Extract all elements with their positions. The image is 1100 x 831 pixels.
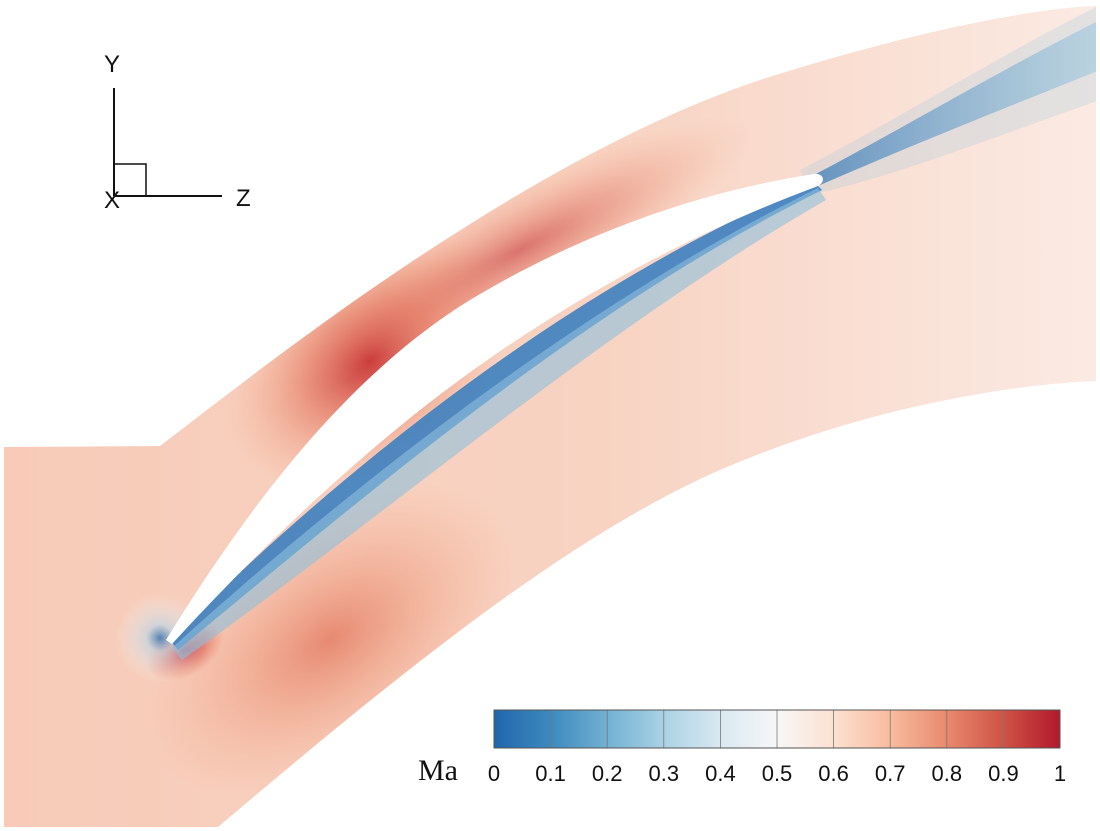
x-axis-label: X xyxy=(104,187,120,214)
colorbar-tick-label: 0 xyxy=(488,761,500,786)
colorbar-tick-label: 0.9 xyxy=(988,761,1019,786)
colorbar-tick-label: 0.1 xyxy=(535,761,566,786)
colorbar-tick-label: 0.3 xyxy=(649,761,680,786)
colorbar-tick-label: 0.7 xyxy=(875,761,906,786)
colorbar-variable-label: Ma xyxy=(418,754,458,787)
colorbar-tick-label: 1 xyxy=(1054,761,1066,786)
axis-triad: Y Z X xyxy=(104,51,251,214)
colorbar-tick-label: 0.8 xyxy=(932,761,963,786)
colorbar-cell xyxy=(833,710,891,748)
colorbar-cell xyxy=(946,710,1004,748)
colorbar-tick-label: 0.6 xyxy=(818,761,849,786)
wake-outer xyxy=(800,6,1096,195)
suction-side-band xyxy=(288,116,752,384)
colorbar-cell xyxy=(663,710,721,748)
colorbar-tick-label: 0.5 xyxy=(762,761,793,786)
colorbar-cell xyxy=(607,710,665,748)
colorbar-cell xyxy=(494,710,552,748)
colorbar-tick-label: 0.2 xyxy=(592,761,623,786)
colorbar-cell xyxy=(890,710,948,748)
flow-domain xyxy=(4,6,1096,827)
colorbar-tick-label: 0.4 xyxy=(705,761,736,786)
y-axis-label: Y xyxy=(104,51,120,78)
colorbar: Ma 0 0.1 0.2 0.3 0.4 0.5 0.6 0.7 0.8 0.9 1 xyxy=(418,709,1066,787)
z-axis-label: Z xyxy=(236,185,251,212)
right-angle-marker xyxy=(114,163,147,196)
wake-region xyxy=(812,20,1096,186)
colorbar-cells xyxy=(494,710,1061,748)
colorbar-cell xyxy=(720,710,778,748)
colorbar-tick-labels: 0 0.1 0.2 0.3 0.4 0.5 0.6 0.7 0.8 0.9 1 xyxy=(488,761,1066,786)
colorbar-cell xyxy=(1003,710,1061,748)
colorbar-cell xyxy=(777,710,835,748)
colorbar-frame xyxy=(493,709,1061,749)
pressure-side-boundary-layer-outer xyxy=(172,188,826,660)
colorbar-cell xyxy=(550,710,608,748)
